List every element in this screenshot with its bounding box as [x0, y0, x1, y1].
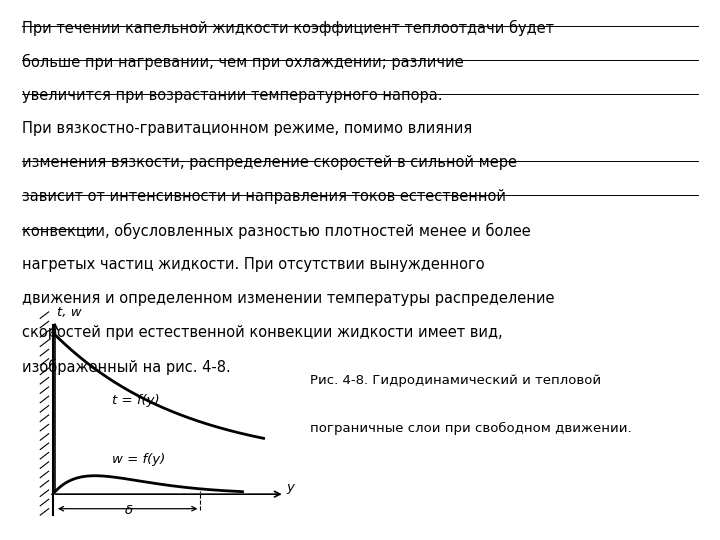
Text: больше при нагревании, чем при охлаждении; различие: больше при нагревании, чем при охлаждени…: [22, 54, 464, 70]
Text: увеличится при возрастании температурного напора.: увеличится при возрастании температурног…: [22, 87, 442, 103]
Text: зависит от интенсивности и направления токов естественной: зависит от интенсивности и направления т…: [22, 189, 505, 204]
Text: При вязкостно-гравитационном режиме, помимо влияния: При вязкостно-гравитационном режиме, пом…: [22, 122, 472, 137]
Text: конвекции, обусловленных разностью плотностей менее и более: конвекции, обусловленных разностью плотн…: [22, 223, 531, 239]
Text: y: y: [287, 481, 294, 494]
Text: При течении капельной жидкости коэффициент теплоотдачи будет: При течении капельной жидкости коэффицие…: [22, 20, 554, 36]
Text: t, w: t, w: [57, 306, 81, 320]
Text: скоростей при естественной конвекции жидкости имеет вид,: скоростей при естественной конвекции жид…: [22, 325, 503, 340]
Text: пограничные слои при свободном движении.: пограничные слои при свободном движении.: [310, 422, 631, 435]
Text: w = f(y): w = f(y): [112, 453, 165, 465]
Text: нагретых частиц жидкости. При отсутствии вынужденного: нагретых частиц жидкости. При отсутствии…: [22, 257, 485, 272]
Text: δ: δ: [125, 504, 132, 517]
Text: Рис. 4-8. Гидродинамический и тепловой: Рис. 4-8. Гидродинамический и тепловой: [310, 374, 600, 387]
Text: t = f(y): t = f(y): [112, 394, 160, 407]
Text: изображенный на рис. 4-8.: изображенный на рис. 4-8.: [22, 359, 230, 375]
Text: изменения вязкости, распределение скоростей в сильной мере: изменения вязкости, распределение скорос…: [22, 156, 517, 170]
Text: движения и определенном изменении температуры распределение: движения и определенном изменении темпер…: [22, 291, 554, 306]
